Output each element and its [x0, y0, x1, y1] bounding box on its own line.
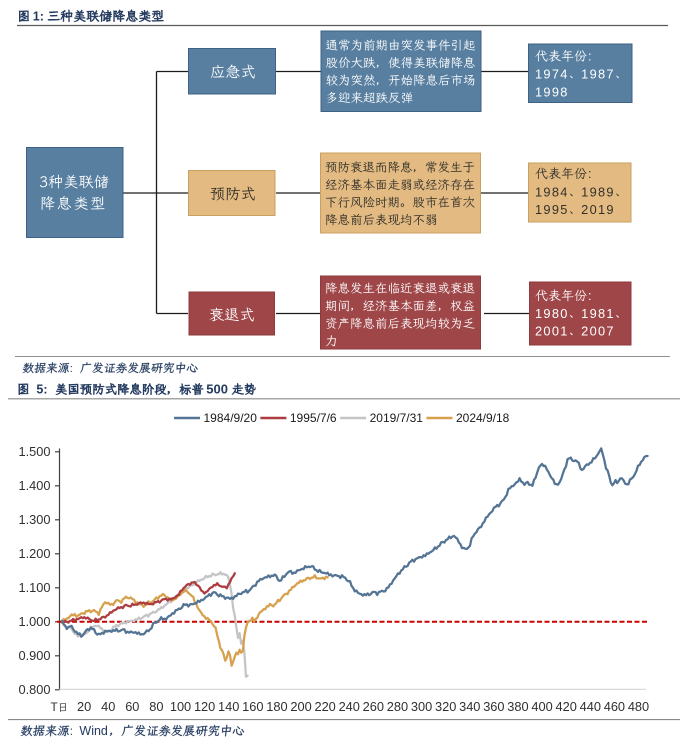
svg-text:1974: 1974: [535, 66, 569, 81]
svg-text:5:: 5:: [36, 383, 47, 397]
svg-text:1995/7/6: 1995/7/6: [290, 411, 337, 425]
svg-text:200: 200: [290, 699, 311, 714]
svg-text:180: 180: [266, 699, 287, 714]
svg-text:T: T: [51, 700, 58, 714]
svg-text:220: 220: [314, 699, 335, 714]
svg-text:1984: 1984: [535, 184, 569, 199]
svg-text:0.800: 0.800: [18, 682, 50, 697]
svg-text:120: 120: [194, 699, 215, 714]
svg-text:260: 260: [363, 699, 384, 714]
svg-text:1989: 1989: [581, 184, 615, 199]
svg-text:240: 240: [339, 699, 360, 714]
svg-text:2019: 2019: [581, 202, 615, 217]
svg-text::: :: [588, 289, 591, 303]
svg-text:280: 280: [387, 699, 408, 714]
svg-text:140: 140: [218, 699, 239, 714]
svg-text:1998: 1998: [535, 84, 569, 99]
svg-text:2007: 2007: [581, 323, 615, 338]
svg-text:1.500: 1.500: [18, 444, 50, 459]
svg-text:1987: 1987: [581, 66, 615, 81]
svg-text:1995: 1995: [535, 202, 569, 217]
svg-text::: :: [588, 167, 591, 181]
svg-text:480: 480: [628, 699, 649, 714]
svg-text:320: 320: [435, 699, 456, 714]
svg-text:1981: 1981: [581, 306, 615, 321]
svg-text:2024/9/18: 2024/9/18: [456, 411, 510, 425]
svg-text:1980: 1980: [535, 306, 569, 321]
svg-text:460: 460: [604, 699, 625, 714]
svg-text::: :: [70, 726, 73, 738]
svg-text:1:: 1:: [33, 10, 44, 24]
svg-text:2019/7/31: 2019/7/31: [370, 411, 424, 425]
svg-text:2001: 2001: [535, 323, 569, 338]
svg-text:100: 100: [170, 699, 191, 714]
svg-text:1.200: 1.200: [18, 546, 50, 561]
svg-text:360: 360: [483, 699, 504, 714]
svg-text:160: 160: [242, 699, 263, 714]
svg-text:1984/9/20: 1984/9/20: [204, 411, 258, 425]
svg-text:420: 420: [556, 699, 577, 714]
svg-text:1.000: 1.000: [18, 614, 50, 629]
svg-text:40: 40: [101, 699, 115, 714]
svg-text:20: 20: [77, 699, 91, 714]
svg-text:Wind: Wind: [79, 724, 108, 738]
svg-text:1.400: 1.400: [18, 478, 50, 493]
svg-text::: :: [588, 50, 591, 64]
svg-text:500: 500: [206, 382, 228, 397]
svg-text:380: 380: [507, 699, 528, 714]
svg-text:80: 80: [149, 699, 163, 714]
svg-text:300: 300: [411, 699, 432, 714]
svg-text:400: 400: [531, 699, 552, 714]
svg-text:340: 340: [459, 699, 480, 714]
svg-text:60: 60: [125, 699, 139, 714]
svg-text:440: 440: [580, 699, 601, 714]
svg-text:1.300: 1.300: [18, 512, 50, 527]
svg-text:0.900: 0.900: [18, 648, 50, 663]
svg-text:1.100: 1.100: [18, 580, 50, 595]
svg-text::: :: [70, 363, 73, 375]
